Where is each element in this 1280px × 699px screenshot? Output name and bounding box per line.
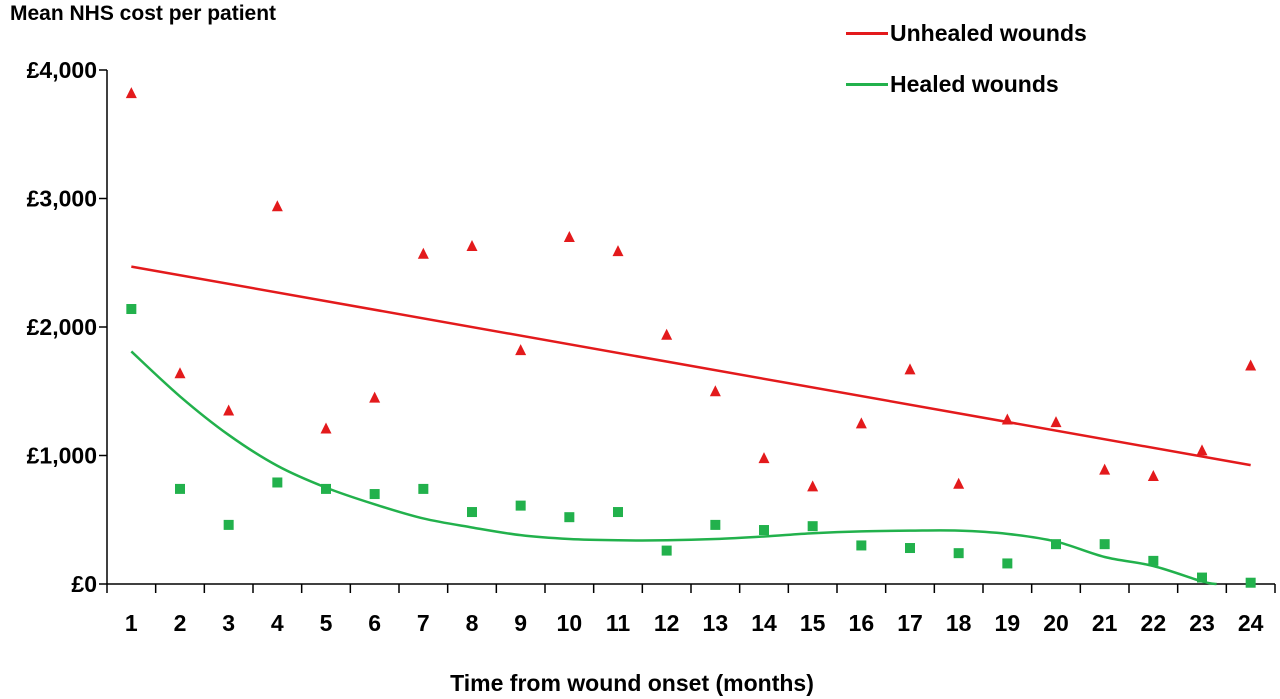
healed-point	[1245, 577, 1256, 588]
x-tick-label: 24	[1238, 610, 1264, 636]
unhealed-point	[1245, 359, 1257, 371]
healed-point	[759, 525, 769, 536]
unhealed-point	[1001, 413, 1013, 425]
healed-point	[418, 483, 429, 494]
unhealed-point	[855, 417, 867, 429]
x-tick-label: 9	[514, 610, 527, 636]
healed-point	[175, 483, 185, 494]
unhealed-point	[563, 231, 575, 243]
y-tick-label: £2,000	[27, 314, 97, 340]
healed-point	[661, 545, 672, 556]
legend-swatch-healed	[846, 83, 888, 86]
y-tick-label: £0	[71, 571, 97, 597]
healed-point	[272, 477, 283, 488]
unhealed-point	[125, 87, 137, 99]
healed-point	[710, 519, 721, 530]
unhealed-point	[807, 480, 819, 492]
unhealed-point	[466, 240, 478, 252]
healed-point	[1148, 555, 1159, 566]
healed-point	[467, 507, 477, 518]
healed-point	[613, 507, 623, 518]
unhealed-point	[758, 452, 770, 464]
x-tick-label: 14	[751, 610, 777, 636]
unhealed-point	[953, 477, 965, 489]
x-tick-label: 19	[995, 610, 1021, 636]
healed-point	[321, 483, 331, 494]
healed-point	[369, 489, 380, 500]
unhealed-point	[1196, 444, 1208, 456]
healed-point	[953, 548, 964, 559]
healed-point	[856, 540, 867, 551]
unhealed-trend-line	[131, 265, 1251, 467]
y-tick-label: £3,000	[27, 186, 97, 212]
x-tick-label: 7	[417, 610, 430, 636]
healed-point	[807, 521, 818, 532]
x-tick-label: 16	[849, 610, 875, 636]
legend-label-healed: Healed wounds	[890, 71, 1059, 97]
x-tick-label: 15	[800, 610, 826, 636]
x-tick-label: 5	[320, 610, 333, 636]
unhealed-point	[271, 200, 283, 212]
x-tick-label: 6	[368, 610, 381, 636]
x-tick-label: 13	[703, 610, 729, 636]
unhealed-point	[223, 404, 235, 416]
healed-point	[1099, 539, 1110, 550]
x-tick-label: 2	[174, 610, 187, 636]
healed-point	[1197, 572, 1207, 583]
unhealed-point	[1099, 463, 1111, 475]
x-tick-label: 3	[222, 610, 235, 636]
x-tick-label: 4	[271, 610, 284, 636]
x-axis-title: Time from wound onset (months)	[450, 670, 814, 696]
healed-point	[1051, 539, 1061, 550]
legend-item-healed: Healed wounds	[846, 71, 1059, 98]
unhealed-point	[369, 391, 381, 403]
unhealed-point	[515, 344, 527, 356]
healed-point	[223, 519, 234, 530]
x-tick-label: 8	[466, 610, 479, 636]
x-tick-label: 23	[1189, 610, 1215, 636]
y-tick-label: £1,000	[27, 443, 97, 469]
x-tick-label: 1	[125, 610, 138, 636]
unhealed-point	[661, 328, 673, 340]
x-tick-label: 21	[1092, 610, 1118, 636]
unhealed-point	[1147, 470, 1159, 482]
unhealed-point	[174, 367, 186, 379]
unhealed-point	[612, 245, 624, 257]
legend-item-unhealed: Unhealed wounds	[846, 20, 1087, 47]
y-axis-title: Mean NHS cost per patient	[10, 2, 277, 25]
healed-point	[126, 304, 137, 315]
x-tick-label: 12	[654, 610, 680, 636]
healed-point	[1002, 558, 1013, 569]
unhealed-point	[417, 247, 429, 259]
unhealed-point	[1050, 416, 1062, 428]
unhealed-point	[320, 422, 332, 434]
legend-label-unhealed: Unhealed wounds	[890, 20, 1087, 46]
legend-swatch-unhealed	[846, 32, 888, 35]
unhealed-point	[709, 385, 721, 397]
x-tick-label: 10	[557, 610, 583, 636]
y-tick-label: £4,000	[27, 57, 97, 83]
healed-point	[564, 512, 575, 523]
x-tick-label: 20	[1043, 610, 1069, 636]
x-tick-label: 18	[946, 610, 972, 636]
x-tick-label: 17	[897, 610, 923, 636]
healed-point	[515, 500, 526, 511]
x-tick-label: 22	[1141, 610, 1167, 636]
x-tick-label: 11	[606, 610, 631, 636]
healed-point	[905, 543, 915, 554]
unhealed-point	[904, 363, 916, 375]
